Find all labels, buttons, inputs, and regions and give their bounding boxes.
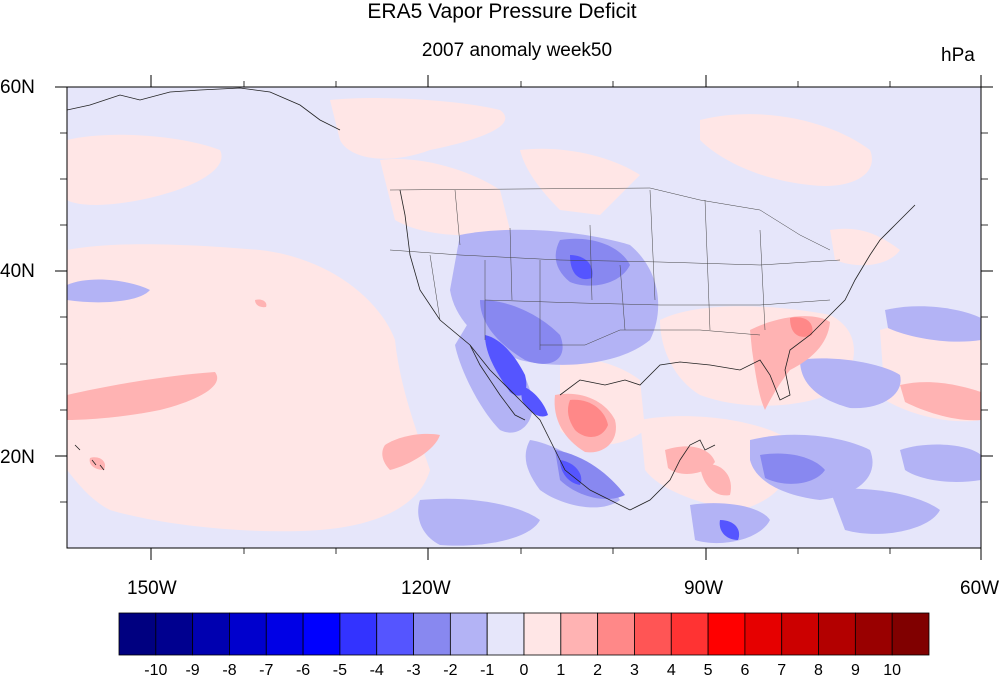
colorbar-swatch (854, 612, 893, 656)
colorbar-swatch (302, 612, 341, 656)
lon-label-150w: 150W (127, 578, 177, 599)
colorbar-swatch (597, 612, 635, 656)
colorbar-label: 1 (556, 662, 566, 679)
colorbar-swatch (413, 612, 451, 656)
colorbar-swatch (891, 612, 930, 656)
lat-label-60n: 60N (0, 77, 35, 98)
lon-label-60w: 60W (960, 578, 1000, 599)
colorbar-label: 7 (777, 662, 787, 679)
colorbar-label: -10 (144, 662, 168, 679)
colorbar-swatch (229, 612, 267, 656)
map-title: ERA5 Vapor Pressure Deficit (367, 0, 637, 23)
colorbar-swatch (560, 612, 599, 656)
colorbar-label: 2 (593, 662, 603, 679)
map-frame (66, 86, 982, 549)
colorbar-swatch (818, 612, 856, 656)
colorbar-label: -8 (222, 662, 237, 679)
colorbar (118, 612, 930, 656)
units-label: hPa (941, 45, 975, 66)
colorbar-swatch (155, 612, 194, 656)
colorbar-swatch (118, 612, 157, 656)
colorbar-swatch (634, 612, 672, 656)
axis-ticks (55, 75, 993, 560)
colorbar-label: 4 (666, 662, 676, 679)
coastlines (67, 87, 916, 511)
colorbar-swatch (781, 612, 819, 656)
colorbar-label: 0 (519, 662, 529, 679)
anomaly-light-positive (67, 98, 981, 532)
lon-label-90w: 90W (684, 578, 724, 599)
colorbar-label: -3 (406, 662, 421, 679)
colorbar-label: 6 (740, 662, 750, 679)
colorbar-label: -9 (185, 662, 200, 679)
colorbar-swatch (707, 612, 746, 656)
colorbar-label: 10 (883, 662, 902, 679)
colorbar-swatch (192, 612, 230, 656)
colorbar-swatch (486, 612, 525, 656)
minor-ticks (60, 81, 988, 554)
anomaly-medium-negative (480, 238, 825, 500)
lon-label-120w: 120W (401, 578, 451, 599)
anomaly-strong-positive (567, 317, 813, 437)
colorbar-swatch (449, 612, 488, 656)
lat-label-20n: 20N (0, 447, 35, 468)
colorbar-swatch (339, 612, 378, 656)
colorbar-label: 5 (703, 662, 713, 679)
lat-label-40n: 40N (0, 261, 35, 282)
colorbar-swatch (376, 612, 414, 656)
colorbar-swatch (744, 612, 783, 656)
colorbar-label: -4 (369, 662, 384, 679)
colorbar-label: -2 (443, 662, 458, 679)
colorbar-label: 9 (850, 662, 860, 679)
map-field (67, 87, 981, 548)
colorbar-label: -6 (295, 662, 311, 679)
state-borders (389, 187, 841, 350)
colorbar-label: 8 (814, 662, 823, 679)
colorbar-label: -5 (332, 662, 347, 679)
colorbar-swatch (265, 612, 304, 656)
colorbar-label: -1 (480, 662, 495, 679)
colorbar-label: -7 (259, 662, 274, 679)
colorbar-swatch (670, 612, 709, 656)
map-subtitle: 2007 anomaly week50 (421, 40, 613, 61)
colorbar-swatch (523, 612, 562, 656)
colorbar-label: 3 (630, 662, 639, 679)
